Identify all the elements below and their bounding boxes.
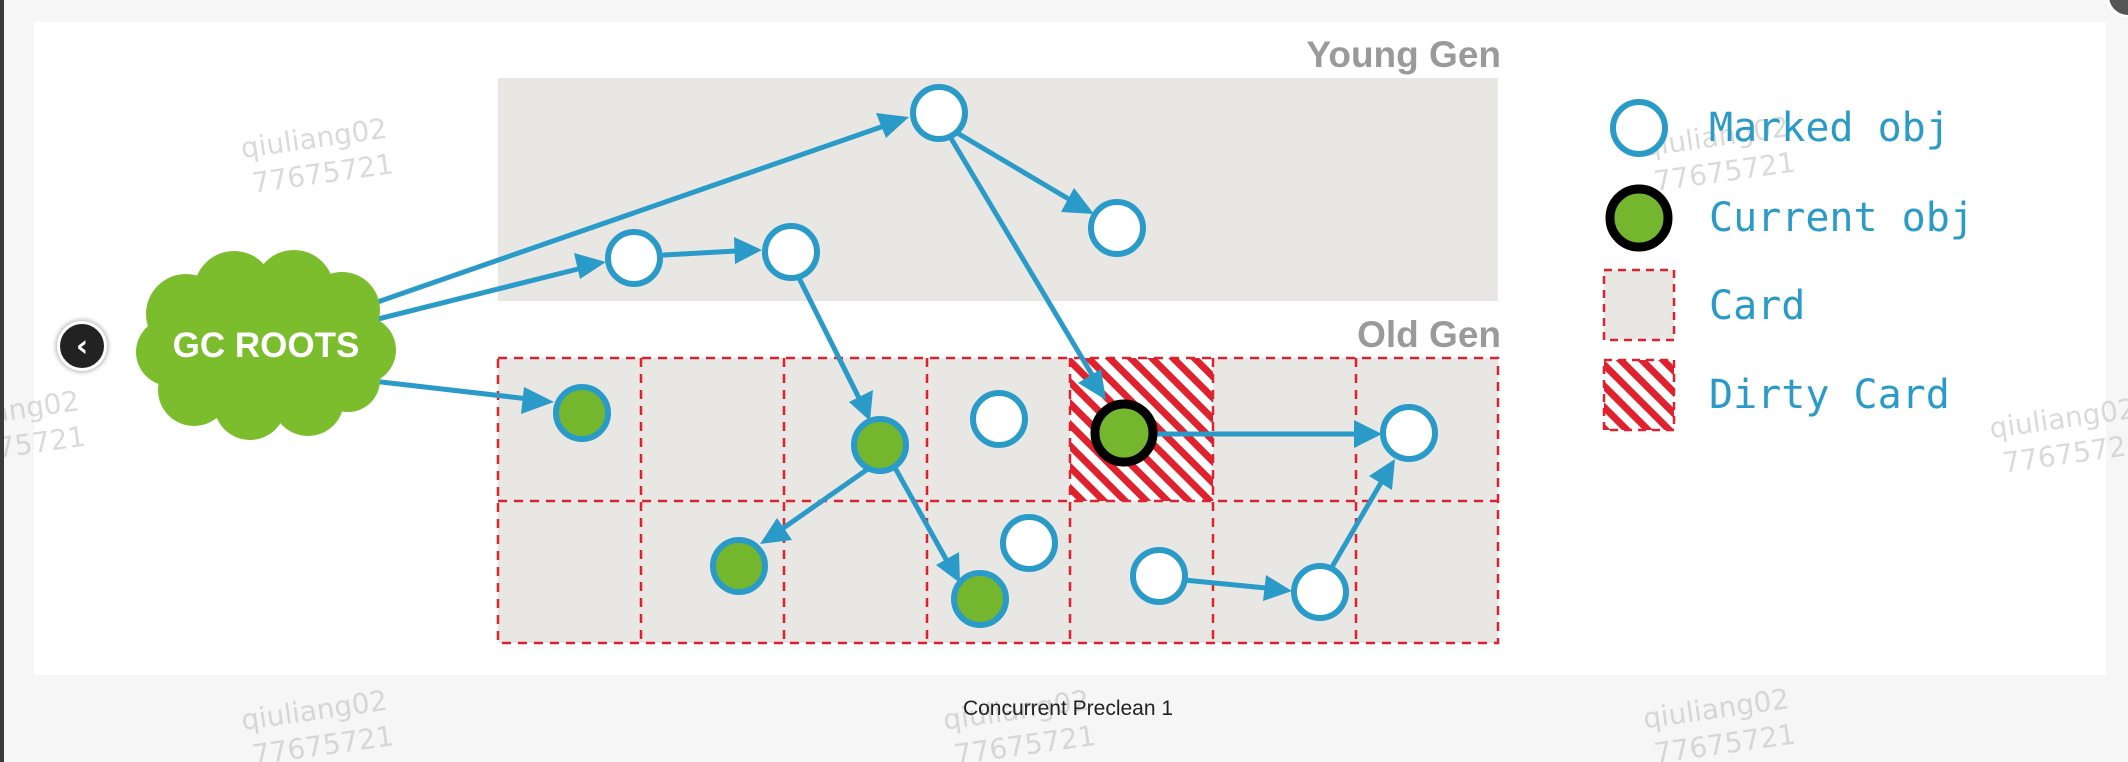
card-grid [496,356,1500,645]
legend-dirty-card-label: Dirty Card [1709,372,1950,418]
marked-object [762,223,820,281]
legend-card-icon [1602,268,1676,342]
reference-arrows [361,113,1395,601]
legend-marked-icon [1610,99,1668,157]
old-gen-label: Old Gen [1357,314,1501,355]
marked-object-green [851,416,909,474]
marked-object-green [710,537,768,595]
legend-card-label: Card [1709,283,1805,329]
gc-roots-cloud [136,250,396,440]
previous-slide-button[interactable]: ‹ [57,321,107,371]
gc-roots-label: GC ROOTS [173,326,360,365]
marked-object [605,229,663,287]
marked-object [1000,514,1058,572]
marked-object-green [553,384,611,442]
legend-marked-label: Marked obj [1709,105,1950,151]
marked-object [1088,199,1146,257]
legend-current-icon [1605,184,1673,252]
slide-caption: Concurrent Preclean 1 [962,697,1174,720]
current-object [1090,399,1158,467]
marked-object [1130,547,1188,605]
marked-object-green [951,570,1009,628]
marked-object [910,84,968,142]
objects [553,84,1438,628]
marked-object [1380,404,1438,462]
young-gen-region [498,78,1498,301]
chevron-left-icon: ‹ [75,328,89,364]
marked-object [970,390,1028,448]
marked-object [1291,563,1349,621]
legend-current-label: Current obj [1709,195,1974,241]
young-gen-label: Young Gen [1306,34,1501,75]
watermark-id: 77675721 [4,420,88,473]
legend-dirty-card-icon [1602,358,1676,432]
legend: Marked obj Current obj Card Dirty Card [1602,99,1974,432]
gc-diagram: qiuliang02 77675721 qiuliang02 77675721 … [4,34,2128,762]
